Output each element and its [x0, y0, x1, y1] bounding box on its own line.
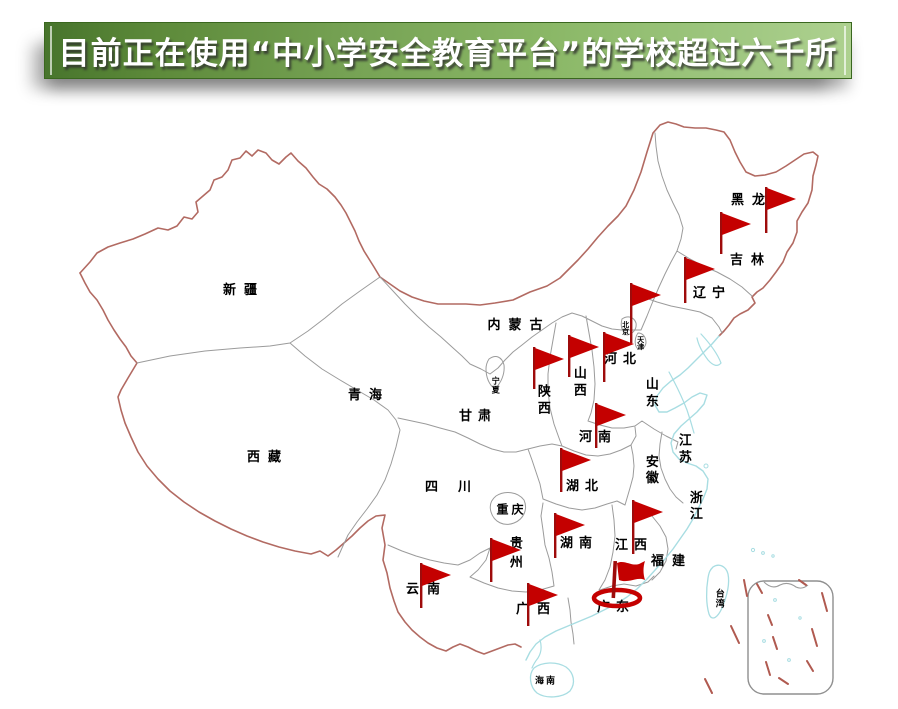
shanghai-islet: [703, 463, 709, 469]
province-label-anhui: 安徽: [642, 454, 658, 487]
national-border-north: [79, 121, 819, 337]
flag-marker-shanxi: [568, 335, 601, 383]
province-label-neimenggu: 内蒙古: [487, 318, 551, 334]
province-enclaves: [485, 316, 647, 525]
coastline: [525, 335, 720, 661]
flag-marker-guangdong: [589, 559, 653, 615]
province-label-hebei: 河北: [603, 352, 643, 368]
title-text: 目前正在使用“中小学安全教育平台”的学校超过六千所: [58, 36, 838, 72]
province-label-jiangsu: 江苏: [675, 433, 691, 467]
taiwan-island: [705, 564, 730, 619]
province-label-jiangxi: 江西: [609, 539, 653, 553]
province-label-gansu: 甘肃: [458, 409, 498, 425]
inset-islands: [750, 547, 802, 662]
province-label-chongqing: 重庆: [496, 502, 527, 517]
hainan-island: [529, 662, 575, 698]
nine-dash-line: [704, 579, 828, 694]
province-label-shanxi: 山西: [570, 366, 586, 400]
province-label-hubei: 湖北: [565, 479, 605, 495]
flag-marker-shaanxi: [533, 347, 566, 395]
province-label-henan: 河南: [578, 430, 618, 446]
province-label-hainan: 海南: [534, 676, 558, 687]
national-border-southwest: [79, 272, 522, 655]
province-label-liaoning: 辽宁: [692, 286, 732, 302]
province-label-ningxia: 宁夏: [491, 376, 502, 395]
coastal-details: [531, 333, 722, 669]
title-banner: 目前正在使用“中小学安全教育平台”的学校超过六千所: [44, 22, 852, 79]
flag-marker-hunan: [554, 513, 587, 564]
flag-marker-hubei: [560, 448, 593, 498]
province-label-yunnan: 云南: [405, 582, 449, 598]
province-label-tianjin: 天津: [636, 336, 646, 350]
province-borders: [136, 132, 753, 645]
province-label-heilongjiang: 黑龙: [730, 193, 774, 209]
province-label-taiwan: 台湾: [713, 588, 724, 609]
province-label-xinjiang: 新疆: [222, 283, 266, 299]
flag-marker-liaoning: [630, 283, 663, 349]
province-label-sichuan: 四川: [424, 480, 492, 496]
flag-marker-jiangxi: [632, 500, 665, 560]
province-label-jilin: 吉林: [729, 253, 773, 269]
province-label-hunan: 湖南: [559, 536, 599, 552]
province-label-qinghai: 青海: [347, 388, 391, 404]
flag-marker-guangxi: [527, 583, 560, 632]
province-label-fujian: 福建: [650, 554, 694, 570]
flag-marker-heilongjiang-west: [720, 212, 753, 260]
province-label-xizang: 西藏: [246, 450, 290, 466]
south-china-sea-inset: [747, 580, 834, 695]
flag-marker-guizhou: [490, 538, 523, 588]
flag-marker-heilongjiang-east: [765, 187, 798, 239]
province-label-beijing: 北京: [621, 321, 631, 335]
province-label-guangxi: 广西: [515, 602, 559, 618]
province-label-guizhou: 贵州: [506, 536, 522, 574]
province-label-shandong: 山东: [642, 377, 658, 411]
flag-marker-hebei: [603, 332, 636, 388]
flag-marker-henan: [595, 403, 628, 454]
flag-marker-jilin: [684, 257, 717, 309]
province-label-zhejiang: 浙江: [686, 490, 702, 523]
province-label-shaanxi: 陕西: [534, 384, 550, 418]
flag-marker-yunnan: [420, 563, 453, 614]
inset-coast: [763, 581, 809, 589]
